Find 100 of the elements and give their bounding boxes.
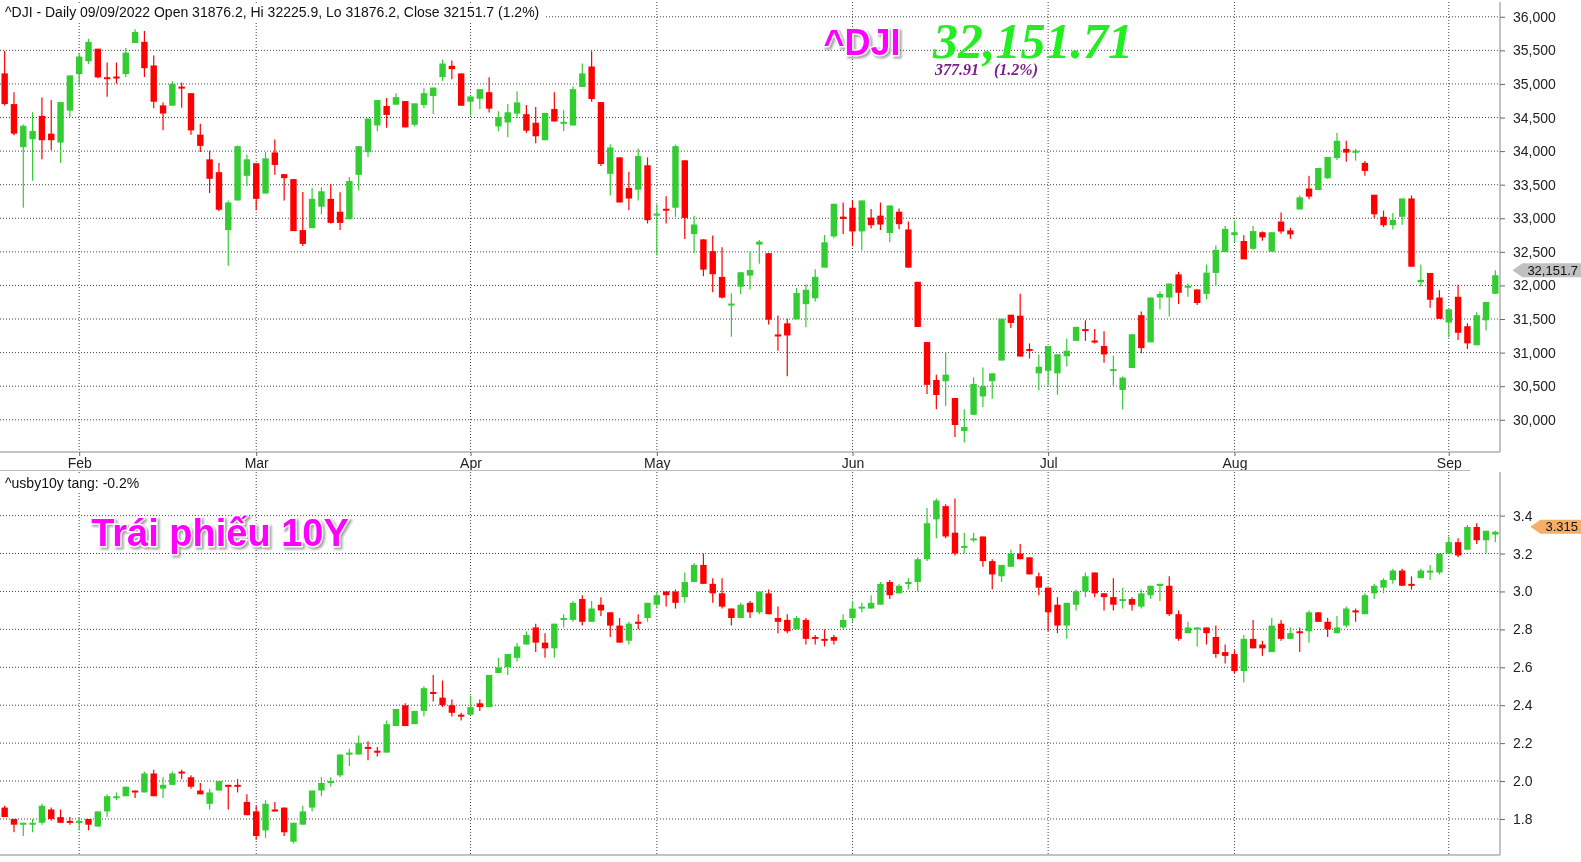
- candlestick: [951, 497, 959, 557]
- y-tick-label: 34,000: [1513, 143, 1557, 160]
- candlestick: [85, 38, 92, 65]
- candlestick: [718, 246, 726, 300]
- price-tag: 3.315: [1530, 519, 1581, 535]
- candlestick: [411, 102, 418, 127]
- candlestick: [485, 76, 493, 114]
- candlestick: [1343, 606, 1350, 629]
- candlestick: [979, 366, 987, 408]
- candlestick: [103, 793, 111, 818]
- candlestick: [1454, 537, 1462, 558]
- candlestick: [653, 203, 661, 257]
- y-tick-label: 35,000: [1513, 75, 1557, 92]
- candlestick: [504, 103, 511, 138]
- candlestick: [1324, 617, 1331, 638]
- candlestick: [420, 685, 428, 718]
- candlestick: [439, 58, 446, 82]
- candlestick: [756, 239, 763, 265]
- candlestick: [20, 123, 27, 209]
- candlestick: [802, 617, 810, 646]
- candlestick: [728, 292, 735, 338]
- y-tick-label: 2.8: [1513, 621, 1533, 638]
- candlestick: [448, 698, 456, 718]
- candlestick: [867, 594, 875, 610]
- candlestick: [784, 613, 791, 634]
- candlestick: [1156, 290, 1164, 310]
- candlestick: [961, 532, 968, 555]
- candlestick: [746, 250, 754, 290]
- price-tag: 32,151.7: [1512, 262, 1581, 278]
- candlestick: [579, 62, 586, 88]
- candlestick: [784, 318, 791, 377]
- candlestick: [1063, 602, 1070, 640]
- candlestick: [1221, 643, 1229, 665]
- y-tick-label: 32,500: [1513, 243, 1557, 260]
- candlestick: [197, 123, 204, 153]
- y-tick-label: 33,500: [1513, 176, 1557, 193]
- candlestick: [765, 588, 772, 615]
- candlestick: [439, 679, 446, 708]
- candlestick: [1203, 263, 1210, 300]
- candlestick: [1175, 271, 1182, 305]
- candlestick: [1212, 244, 1220, 287]
- candlestick: [420, 87, 428, 109]
- candlestick: [336, 191, 344, 231]
- x-tick-label: Mar: [244, 454, 270, 471]
- candlestick: [933, 374, 940, 410]
- candlestick: [718, 577, 726, 610]
- candlestick: [113, 61, 120, 85]
- candlestick: [1082, 319, 1089, 342]
- candlestick: [737, 271, 744, 295]
- y-tick-label: 2.4: [1513, 697, 1533, 714]
- chart-title: ^DJI - Daily 09/09/2022 Open 31876.2, Hi 32225.9, Lo 31876.2, Close 32151.7 (1.2%): [5, 4, 540, 20]
- y-tick-label: 1.8: [1513, 810, 1533, 827]
- candlestick: [914, 556, 921, 593]
- y-tick-label: 31,000: [1513, 344, 1557, 361]
- candlestick: [942, 352, 949, 407]
- candlestick: [122, 47, 129, 78]
- y-tick-label: 2.0: [1513, 773, 1533, 790]
- y-tick-label: 2.2: [1513, 735, 1533, 752]
- y-tick-label: 36,000: [1513, 8, 1557, 25]
- candlestick: [1436, 289, 1443, 320]
- candlestick: [774, 606, 782, 634]
- candlestick: [1426, 564, 1434, 581]
- y-tick-label: 3.4: [1513, 507, 1533, 524]
- candlestick: [1231, 219, 1238, 244]
- candlestick: [895, 207, 903, 230]
- candlestick: [886, 579, 893, 600]
- annotation: Trái phiếu 10Y: [91, 512, 349, 554]
- y-tick-label: 30,500: [1513, 378, 1557, 395]
- annotation: ^DJI: [823, 22, 901, 63]
- candlestick: [774, 314, 782, 352]
- candlestick: [1072, 588, 1080, 612]
- candlestick: [560, 109, 567, 132]
- candlestick: [243, 153, 251, 187]
- chart-title: ^usby10y tang: -0.2%: [5, 475, 140, 491]
- candlestick: [476, 88, 484, 110]
- candlestick: [1305, 175, 1313, 200]
- candlestick: [1091, 571, 1098, 598]
- candlestick: [38, 803, 46, 826]
- candlestick: [1333, 615, 1341, 634]
- candlestick: [1268, 231, 1275, 253]
- candlestick: [989, 372, 996, 400]
- candlestick: [607, 611, 614, 638]
- candlestick: [280, 173, 288, 202]
- candlestick: [1054, 596, 1061, 634]
- y-tick-label: 3.2: [1513, 545, 1533, 562]
- candlestick: [1473, 522, 1480, 545]
- candlestick: [159, 776, 167, 799]
- candlestick: [1194, 626, 1201, 648]
- candlestick: [1221, 225, 1229, 253]
- candlestick: [933, 497, 940, 539]
- candlestick: [169, 80, 176, 107]
- candlestick: [588, 600, 595, 623]
- candlestick: [690, 562, 698, 583]
- candlestick: [513, 90, 521, 119]
- candlestick: [812, 268, 819, 303]
- candlestick: [1296, 626, 1303, 653]
- candlestick: [159, 101, 167, 131]
- candlestick: [1464, 322, 1471, 350]
- candlestick: [579, 594, 586, 627]
- candlestick: [1138, 588, 1145, 610]
